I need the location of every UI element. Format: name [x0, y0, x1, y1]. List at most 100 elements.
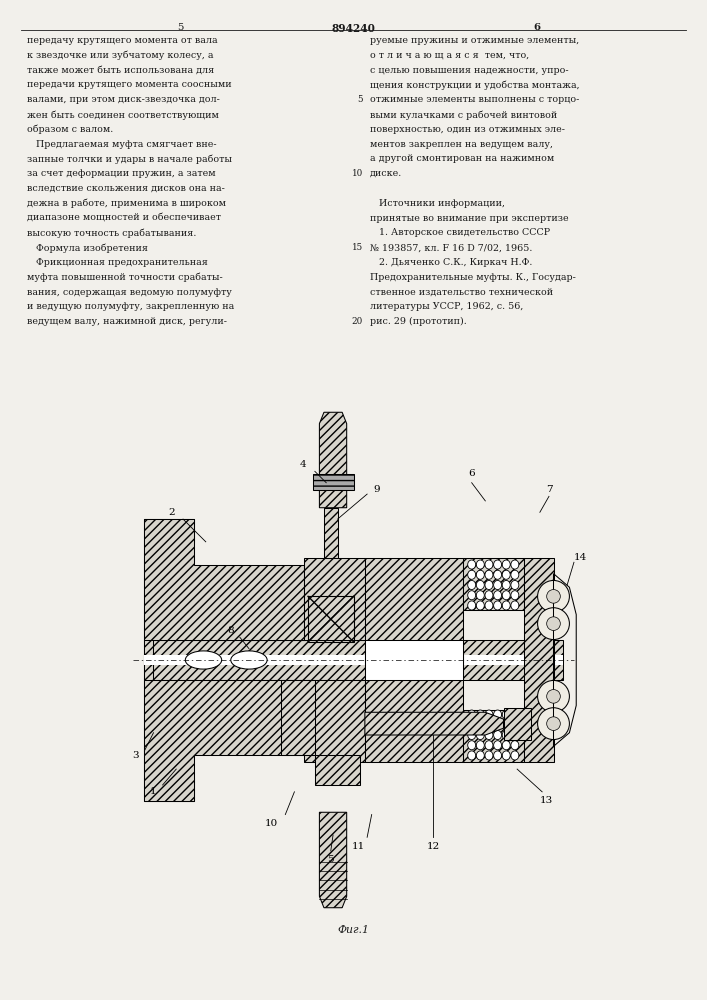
Text: 894240: 894240	[332, 23, 375, 34]
Polygon shape	[144, 640, 563, 680]
Ellipse shape	[477, 720, 484, 729]
Polygon shape	[324, 508, 337, 558]
Ellipse shape	[493, 751, 501, 760]
Ellipse shape	[468, 601, 476, 610]
Text: к звездочке или зубчатому колесу, а: к звездочке или зубчатому колесу, а	[27, 51, 214, 60]
Text: 5: 5	[327, 856, 334, 864]
Ellipse shape	[477, 741, 484, 750]
Circle shape	[547, 717, 561, 730]
Text: высокую точность срабатывания.: высокую точность срабатывания.	[27, 228, 197, 238]
Text: 11: 11	[351, 842, 365, 851]
Text: 1: 1	[150, 787, 157, 796]
Text: 10: 10	[265, 819, 279, 828]
Circle shape	[537, 608, 569, 640]
Text: диске.: диске.	[370, 169, 402, 178]
Text: передачи крутящего момента соосными: передачи крутящего момента соосными	[27, 80, 231, 89]
Text: 2: 2	[168, 508, 175, 517]
Text: 4: 4	[300, 460, 307, 469]
Text: за счет деформации пружин, а затем: за счет деформации пружин, а затем	[27, 169, 216, 178]
Text: передачу крутящего момента от вала: передачу крутящего момента от вала	[27, 36, 218, 45]
Ellipse shape	[468, 710, 476, 719]
Ellipse shape	[477, 560, 484, 569]
Ellipse shape	[511, 720, 519, 729]
Text: Предохранительные муфты. К., Государ-: Предохранительные муфты. К., Государ-	[370, 273, 575, 282]
Ellipse shape	[511, 601, 519, 610]
Text: 3: 3	[132, 751, 139, 760]
Polygon shape	[144, 680, 303, 801]
Text: ственное издательство технической: ственное издательство технической	[370, 288, 553, 297]
Ellipse shape	[511, 591, 519, 600]
Ellipse shape	[493, 580, 501, 590]
Polygon shape	[144, 519, 194, 801]
Text: Предлагаемая муфта смягчает вне-: Предлагаемая муфта смягчает вне-	[27, 140, 216, 149]
Text: 2. Дьяченко С.К., Киркач Н.Ф.: 2. Дьяченко С.К., Киркач Н.Ф.	[370, 258, 532, 267]
Ellipse shape	[477, 751, 484, 760]
Ellipse shape	[502, 710, 510, 719]
Polygon shape	[365, 640, 462, 680]
Ellipse shape	[502, 601, 510, 610]
Polygon shape	[281, 680, 315, 755]
Ellipse shape	[511, 560, 519, 569]
Text: дежна в работе, применима в широком: дежна в работе, применима в широком	[27, 199, 226, 208]
Ellipse shape	[493, 591, 501, 600]
Ellipse shape	[493, 741, 501, 750]
Text: жен быть соединен соответствующим: жен быть соединен соответствующим	[27, 110, 218, 120]
Text: Фиг.1: Фиг.1	[337, 925, 370, 935]
Text: принятые во внимание при экспертизе: принятые во внимание при экспертизе	[370, 214, 568, 223]
Polygon shape	[320, 812, 346, 908]
Ellipse shape	[493, 560, 501, 569]
Text: 8: 8	[228, 626, 234, 635]
Text: вследствие скольжения дисков она на-: вследствие скольжения дисков она на-	[27, 184, 225, 193]
Circle shape	[537, 580, 569, 612]
Ellipse shape	[493, 730, 501, 740]
Polygon shape	[303, 558, 365, 640]
Text: образом с валом.: образом с валом.	[27, 125, 113, 134]
Polygon shape	[303, 680, 365, 762]
Ellipse shape	[502, 560, 510, 569]
Text: о т л и ч а ю щ а я с я  тем, что,: о т л и ч а ю щ а я с я тем, что,	[370, 51, 529, 60]
Text: 5: 5	[357, 95, 363, 104]
Ellipse shape	[485, 570, 493, 579]
Ellipse shape	[485, 720, 493, 729]
Ellipse shape	[485, 710, 493, 719]
Text: 20: 20	[351, 317, 363, 326]
Ellipse shape	[485, 560, 493, 569]
Text: 14: 14	[574, 553, 588, 562]
Text: 7: 7	[546, 485, 552, 494]
Text: 13: 13	[540, 796, 554, 805]
Text: щения конструкции и удобства монтажа,: щения конструкции и удобства монтажа,	[370, 80, 579, 90]
Ellipse shape	[485, 601, 493, 610]
Text: диапазоне мощностей и обеспечивает: диапазоне мощностей и обеспечивает	[27, 214, 221, 223]
Ellipse shape	[477, 601, 484, 610]
Ellipse shape	[502, 720, 510, 729]
Text: ведущем валу, нажимной диск, регули-: ведущем валу, нажимной диск, регули-	[27, 317, 227, 326]
Ellipse shape	[485, 751, 493, 760]
Ellipse shape	[477, 591, 484, 600]
Text: ментов закреплен на ведущем валу,: ментов закреплен на ведущем валу,	[370, 140, 553, 149]
Text: Источники информации,: Источники информации,	[370, 199, 505, 208]
Text: 10: 10	[351, 169, 363, 178]
Ellipse shape	[468, 720, 476, 729]
Ellipse shape	[477, 570, 484, 579]
Ellipse shape	[511, 741, 519, 750]
Text: 1. Авторское свидетельство СССР: 1. Авторское свидетельство СССР	[370, 228, 550, 237]
Text: муфта повышенной точности срабаты-: муфта повышенной точности срабаты-	[27, 273, 223, 282]
Ellipse shape	[493, 601, 501, 610]
Polygon shape	[462, 558, 524, 610]
Ellipse shape	[185, 651, 222, 669]
Ellipse shape	[493, 710, 501, 719]
Polygon shape	[365, 712, 503, 735]
Ellipse shape	[511, 570, 519, 579]
Ellipse shape	[485, 730, 493, 740]
Ellipse shape	[511, 730, 519, 740]
Polygon shape	[365, 558, 462, 762]
Ellipse shape	[502, 751, 510, 760]
Polygon shape	[144, 519, 303, 640]
Ellipse shape	[468, 741, 476, 750]
Ellipse shape	[511, 710, 519, 719]
Text: отжимные элементы выполнены с торцо-: отжимные элементы выполнены с торцо-	[370, 95, 579, 104]
Text: руемые пружины и отжимные элементы,: руемые пружины и отжимные элементы,	[370, 36, 579, 45]
Text: выми кулачками с рабочей винтовой: выми кулачками с рабочей винтовой	[370, 110, 557, 120]
Text: № 193857, кл. F 16 D 7/02, 1965.: № 193857, кл. F 16 D 7/02, 1965.	[370, 243, 532, 252]
Text: с целью повышения надежности, упро-: с целью повышения надежности, упро-	[370, 66, 568, 75]
